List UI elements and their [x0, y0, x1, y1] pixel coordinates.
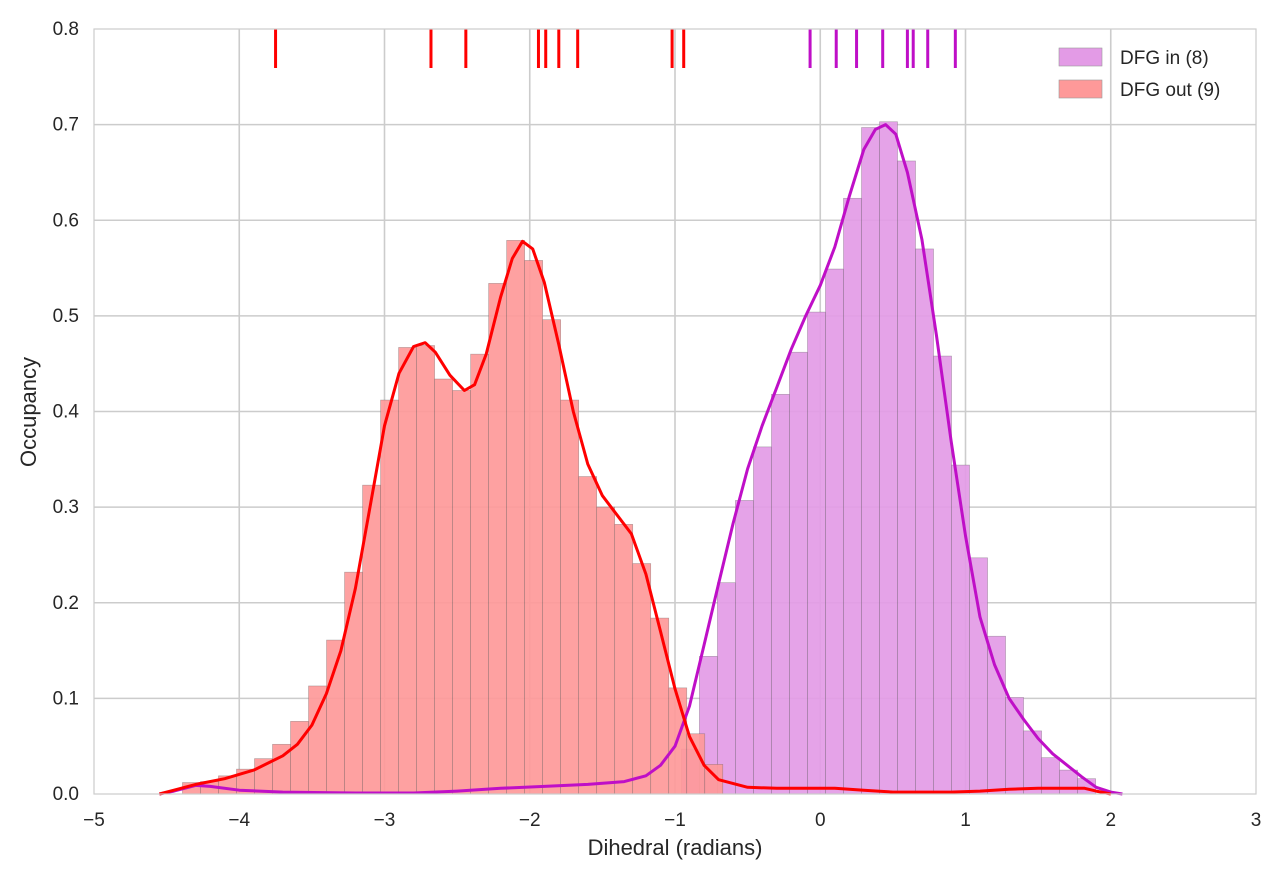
bar-dfg-in-11 — [879, 121, 898, 795]
bar-dfg-out-11 — [380, 399, 399, 795]
x-tick-label-7: 2 — [1105, 810, 1116, 831]
bar-dfg-in-2 — [717, 582, 736, 795]
bar-dfg-out-20 — [542, 319, 561, 795]
y-axis-label: Occupancy — [16, 357, 41, 467]
y-tick-label-7: 0.7 — [53, 115, 79, 136]
bar-dfg-out-13 — [416, 345, 435, 795]
bar-dfg-in-17 — [987, 635, 1006, 795]
bar-dfg-in-6 — [789, 351, 808, 795]
kde-curves — [159, 123, 1123, 796]
bar-dfg-in-8 — [825, 268, 844, 795]
bar-dfg-in-15 — [951, 464, 970, 795]
legend-label-dfg-in: DFG in (8) — [1120, 48, 1209, 69]
bar-dfg-in-5 — [771, 393, 790, 795]
bar-dfg-out-9 — [344, 571, 363, 795]
bar-dfg-in-4 — [753, 446, 772, 795]
x-tick-label-3: −2 — [519, 810, 541, 831]
bar-dfg-in-16 — [969, 557, 988, 795]
bar-dfg-in-21 — [1059, 769, 1078, 795]
bar-dfg-out-16 — [470, 353, 489, 795]
x-axis-label: Dihedral (radians) — [588, 835, 763, 860]
legend-swatch-dfg-in — [1058, 47, 1103, 67]
bar-dfg-out-18 — [506, 240, 525, 795]
bar-dfg-out-12 — [398, 347, 417, 795]
y-tick-label-6: 0.6 — [53, 210, 79, 231]
y-tick-label-8: 0.8 — [53, 19, 79, 40]
x-tick-label-5: 0 — [815, 810, 826, 831]
bar-dfg-out-21 — [560, 399, 579, 795]
y-tick-label-3: 0.3 — [53, 497, 79, 518]
y-tick-label-5: 0.5 — [53, 306, 79, 327]
bar-dfg-in-3 — [735, 500, 754, 795]
bar-dfg-out-23 — [596, 506, 616, 795]
kde-line-dfg-out — [159, 239, 1112, 796]
y-tick-label-2: 0.2 — [53, 593, 79, 614]
y-tick-label-1: 0.1 — [53, 688, 79, 709]
x-tick-label-8: 3 — [1251, 810, 1262, 831]
bar-dfg-in-10 — [861, 127, 880, 795]
x-tick-label-0: −5 — [83, 810, 105, 831]
x-tick-label-1: −4 — [228, 810, 250, 831]
legend-swatch-dfg-out — [1058, 79, 1103, 99]
kde-line-dfg-in — [159, 123, 1123, 796]
bar-dfg-out-25 — [632, 563, 652, 795]
y-tick-labels: 0.0 0.1 0.2 0.3 0.4 0.5 0.6 0.7 0.8 — [53, 19, 80, 805]
bar-dfg-out-22 — [578, 476, 598, 795]
bar-dfg-in-18 — [1005, 697, 1024, 795]
bar-dfg-out-17 — [488, 283, 507, 795]
bar-dfg-in-13 — [915, 248, 934, 795]
legend: DFG in (8) DFG out (9) — [1058, 47, 1220, 101]
x-tick-label-2: −3 — [374, 810, 396, 831]
bar-dfg-in-9 — [843, 197, 862, 795]
bar-dfg-out-15 — [452, 390, 471, 795]
plot-frame — [93, 28, 1257, 795]
y-tick-label-0: 0.0 — [53, 784, 79, 805]
bar-dfg-out-24 — [614, 524, 634, 795]
bar-dfg-out-19 — [524, 260, 543, 795]
histogram-bars — [182, 121, 1096, 795]
bar-dfg-in-7 — [807, 311, 826, 795]
y-tick-label-4: 0.4 — [53, 402, 80, 423]
x-tick-label-4: −1 — [664, 810, 686, 831]
x-tick-labels: −5 −4 −3 −2 −1 0 1 2 3 — [83, 810, 1261, 831]
bar-dfg-in-12 — [897, 160, 916, 795]
rug-marks — [274, 29, 957, 68]
x-tick-label-6: 1 — [960, 810, 971, 831]
bar-dfg-out-14 — [434, 378, 453, 795]
legend-label-dfg-out: DFG out (9) — [1120, 80, 1220, 101]
